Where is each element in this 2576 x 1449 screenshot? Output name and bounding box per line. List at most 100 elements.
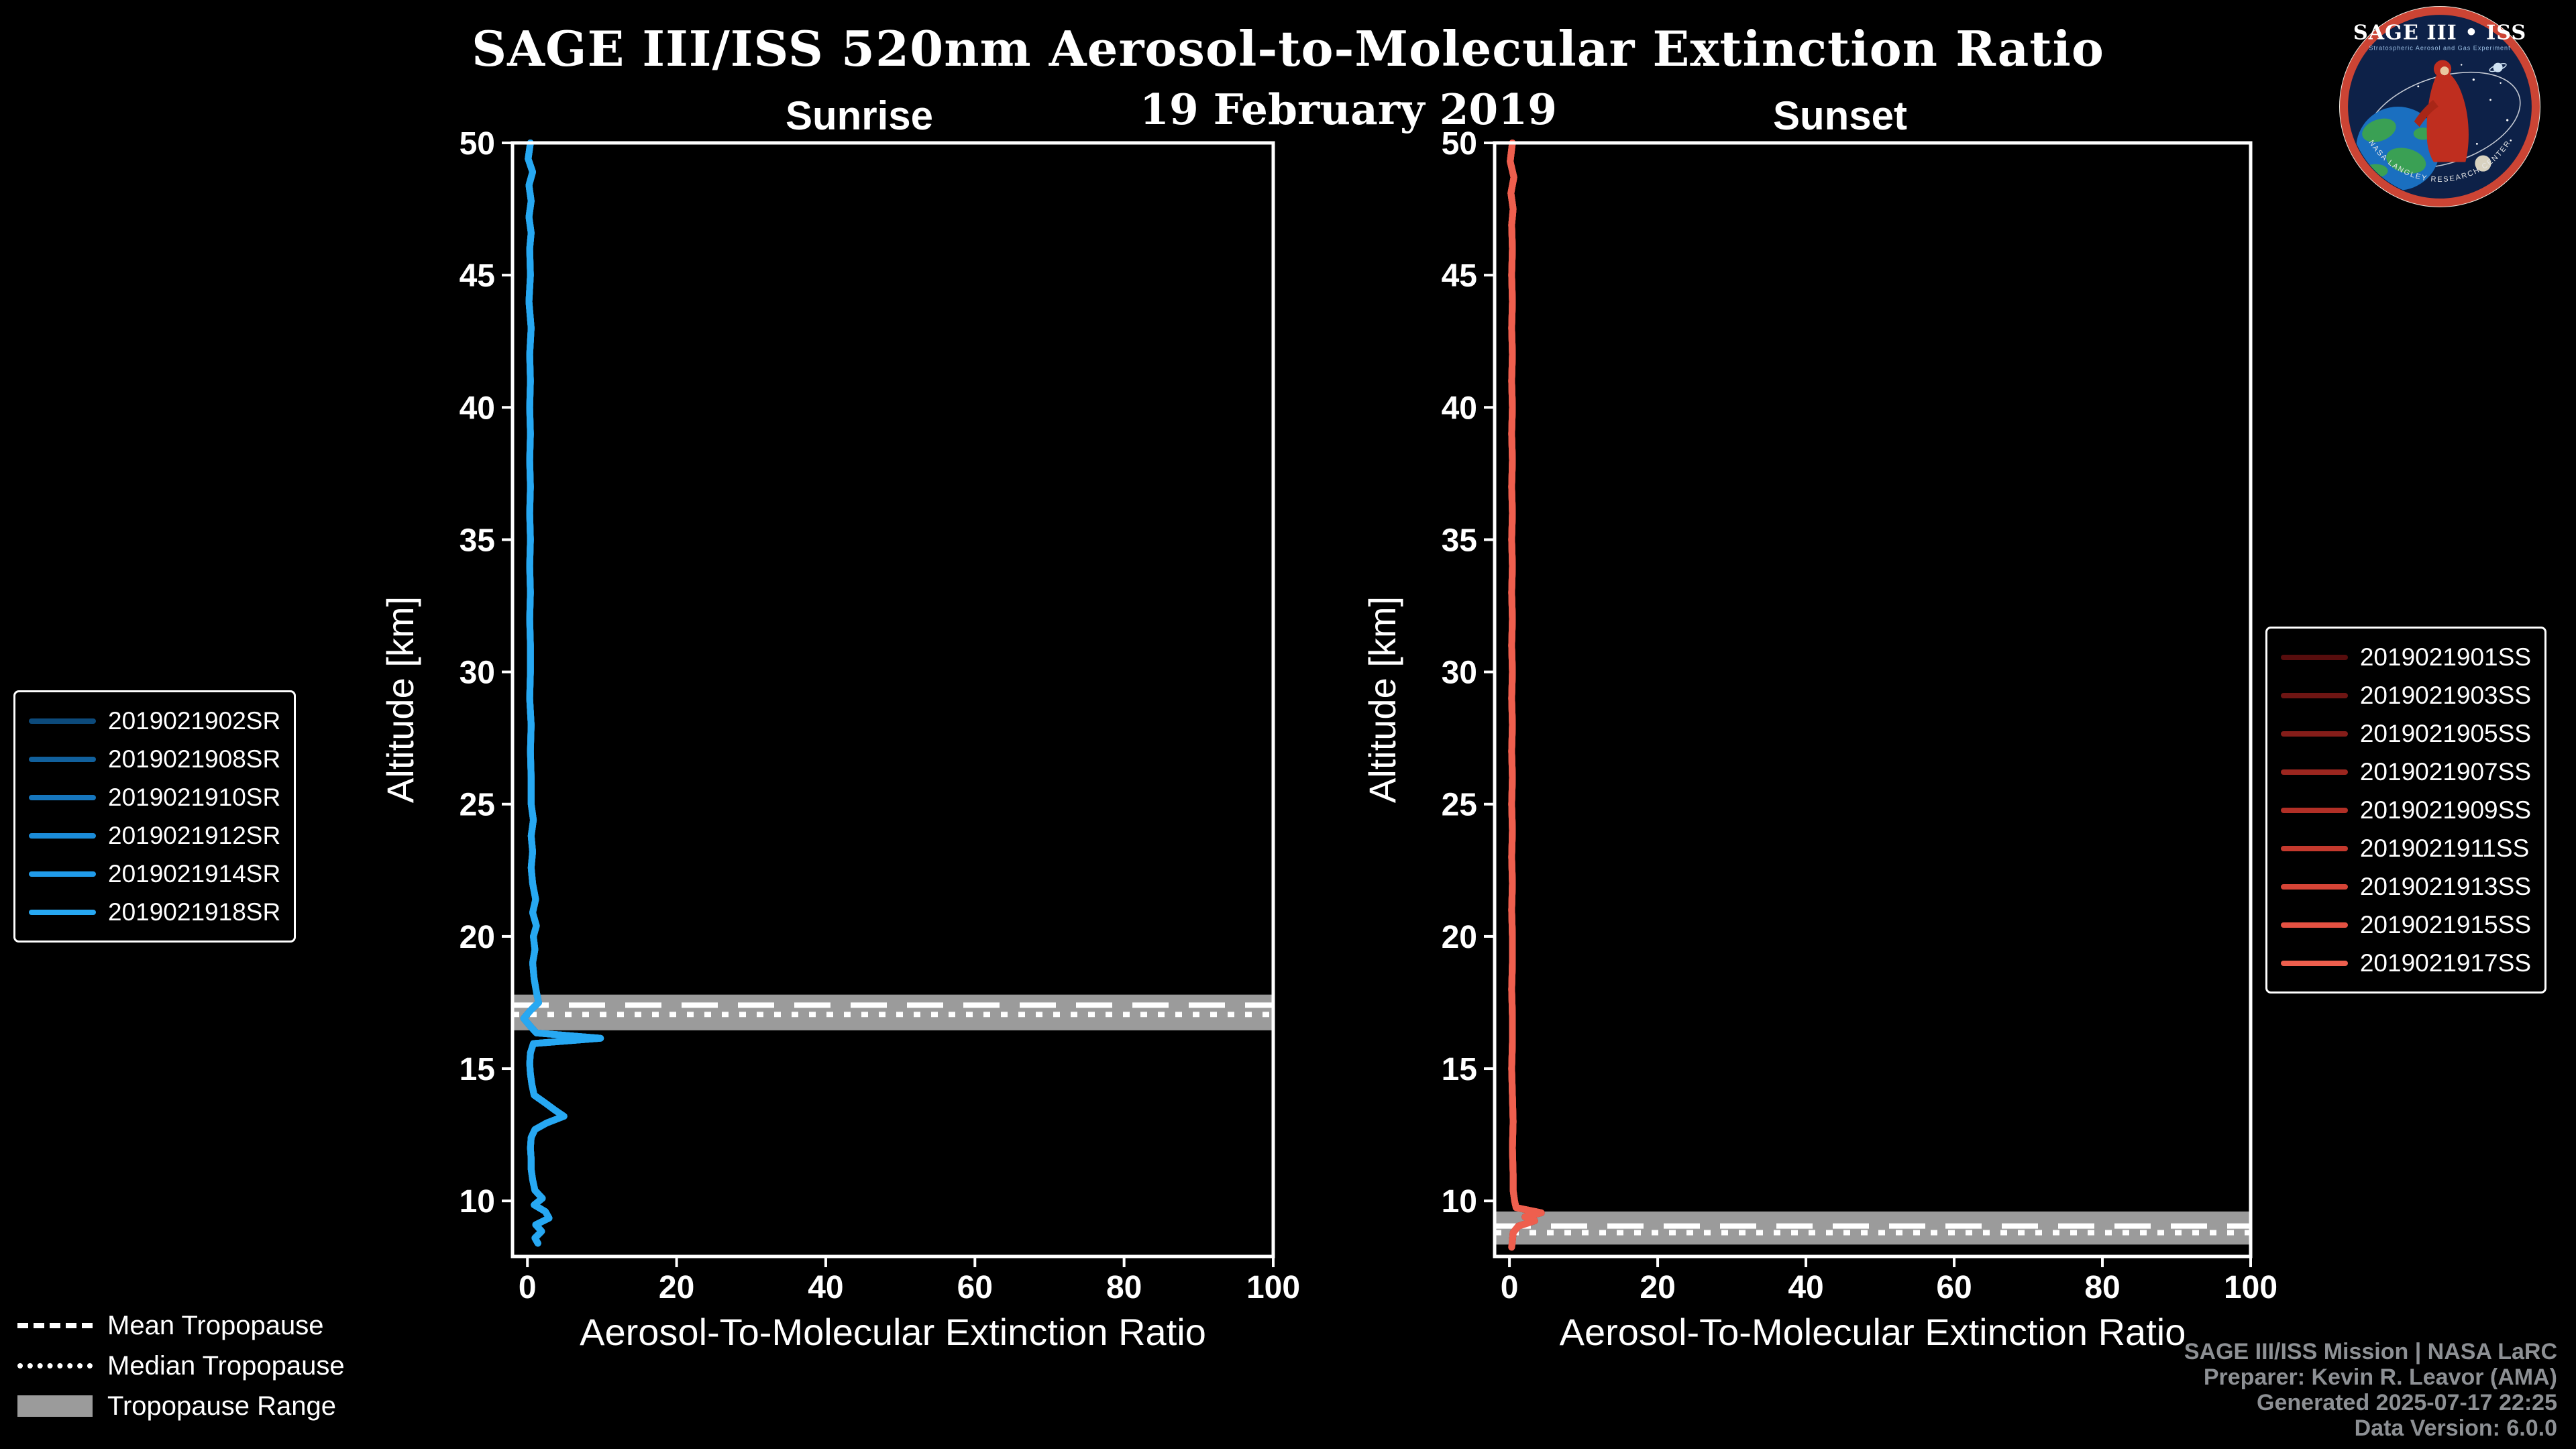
page-title: SAGE III/ISS 520nm Aerosol-to-Molecular … [472, 20, 2104, 77]
legend-line-swatch [2280, 654, 2348, 660]
y-tick-label: 50 [1442, 126, 1477, 162]
profile-line-2019021918SR [520, 140, 604, 1247]
x-tick-label: 20 [1640, 1270, 1675, 1305]
legend-item: 2019021918SR [29, 893, 280, 931]
legend-label: 2019021917SS [2359, 949, 2531, 977]
profile-line-2019021912SR [520, 140, 604, 1247]
saturn-icon [2489, 62, 2507, 72]
y-tick-label: 40 [1442, 390, 1477, 426]
logo-title-text: SAGE III • ISS [2353, 21, 2526, 44]
legend-item: 2019021910SR [29, 778, 280, 816]
logo-art [2356, 60, 2521, 191]
y-tick-label: 10 [1442, 1184, 1477, 1220]
median-tropopause-label: Median Tropopause [107, 1350, 345, 1381]
moon-icon [2475, 155, 2491, 172]
profile-line-2019021917SS [1507, 140, 1545, 1251]
legend-item: 2019021909SS [2280, 791, 2531, 829]
legend-line-swatch [2280, 922, 2348, 928]
legend-label: 2019021901SS [2359, 643, 2531, 671]
y-tick-label: 25 [1442, 788, 1477, 823]
sunrise-panel-title: Sunrise [785, 93, 934, 138]
legend-line-swatch [2280, 807, 2348, 813]
legend-line-swatch [2280, 845, 2348, 851]
y-tick-label: 35 [1442, 523, 1477, 558]
x-axis-label: Aerosol-To-Molecular Extinction Ratio [1560, 1311, 2186, 1353]
sunrise-legend: 2019021902SR 2019021908SR 2019021910SR 2019… [13, 690, 297, 943]
profile-line-2019021914SR [520, 140, 604, 1247]
legend-item: 2019021903SS [2280, 676, 2531, 714]
legend-line-swatch [29, 909, 96, 915]
legend-item: 2019021908SR [29, 740, 280, 778]
median-tropopause-legend-item: Median Tropopause [17, 1346, 345, 1386]
sunset-panel-title: Sunset [1772, 93, 1908, 138]
y-tick-label: 25 [460, 788, 495, 823]
y-tick-label: 35 [460, 523, 495, 558]
legend-item: 2019021915SS [2280, 906, 2531, 944]
y-axis-label: Altitude [km] [379, 596, 421, 803]
legend-line-swatch [2280, 731, 2348, 737]
y-tick-label: 20 [460, 920, 495, 955]
credit-preparer: Preparer: Kevin R. Leavor (AMA) [2203, 1364, 2557, 1390]
legend-label: 2019021918SR [108, 898, 281, 926]
y-axis-label: Altitude [km] [1361, 596, 1403, 803]
y-tick-label: 40 [460, 390, 495, 426]
tropopause-legend: Mean Tropopause Median Tropopause Tropop… [17, 1305, 345, 1426]
logo-subtitle-text: Stratospheric Aerosol and Gas Experiment [2369, 44, 2510, 51]
credit-version: Data Version: 6.0.0 [2354, 1415, 2557, 1441]
legend-label: 2019021913SS [2359, 872, 2531, 900]
stars [2417, 64, 2512, 145]
dotted-line-swatch [17, 1363, 93, 1368]
dashed-line-swatch [17, 1323, 93, 1328]
x-tick-label: 40 [808, 1270, 843, 1305]
page-date: 19 February 2019 [1140, 85, 1557, 134]
x-tick-label: 0 [519, 1270, 537, 1305]
credits: SAGE III/ISS Mission | NASA LaRC Prepare… [2184, 1339, 2557, 1441]
legend-label: 2019021903SS [2359, 681, 2531, 709]
y-tick-label: 50 [460, 126, 495, 162]
y-tick-label: 15 [1442, 1052, 1477, 1087]
mean-tropopause-legend-item: Mean Tropopause [17, 1305, 345, 1346]
legend-item: 2019021905SS [2280, 714, 2531, 753]
x-tick-label: 100 [2224, 1270, 2277, 1305]
plot-border [511, 141, 1275, 1258]
legend-line-swatch [29, 833, 96, 839]
y-tick-label: 20 [1442, 920, 1477, 955]
legend-line-swatch [2280, 883, 2348, 890]
x-tick-label: 0 [1501, 1270, 1519, 1305]
gray-band-swatch [17, 1395, 93, 1417]
profile-line-2019021910SR [520, 140, 604, 1247]
y-tick-label: 45 [1442, 258, 1477, 294]
legend-label: 2019021908SR [108, 745, 281, 773]
legend-item: 2019021913SS [2280, 867, 2531, 906]
legend-line-swatch [29, 756, 96, 762]
tropopause-range-legend-item: Tropopause Range [17, 1386, 345, 1426]
legend-item: 2019021917SS [2280, 944, 2531, 982]
x-tick-label: 80 [2084, 1270, 2120, 1305]
y-tick-label: 45 [460, 258, 495, 294]
sunset-legend: 2019021901SS 2019021903SS 2019021905SS 2019… [2265, 627, 2546, 994]
x-tick-label: 60 [1936, 1270, 1972, 1305]
tropopause-range-label: Tropopause Range [107, 1391, 336, 1421]
x-tick-label: 40 [1788, 1270, 1823, 1305]
legend-item: 2019021902SR [29, 702, 280, 740]
y-tick-label: 30 [1442, 655, 1477, 691]
legend-label: 2019021914SR [108, 859, 281, 888]
legend-label: 2019021912SR [108, 821, 281, 849]
x-tick-label: 100 [1246, 1270, 1300, 1305]
legend-label: 2019021907SS [2359, 757, 2531, 786]
credit-mission: SAGE III/ISS Mission | NASA LaRC [2184, 1339, 2557, 1364]
legend-item: 2019021912SR [29, 816, 280, 855]
mean-tropopause-label: Mean Tropopause [107, 1310, 324, 1340]
plot-border [1493, 141, 2253, 1258]
x-tick-label: 60 [957, 1270, 993, 1305]
legend-item: 2019021907SS [2280, 753, 2531, 791]
credit-generated: Generated 2025-07-17 22:25 [2257, 1390, 2557, 1415]
legend-item: 2019021901SS [2280, 638, 2531, 676]
profile-line-2019021902SR [520, 140, 604, 1247]
legend-label: 2019021905SS [2359, 719, 2531, 747]
legend-line-swatch [29, 794, 96, 800]
legend-label: 2019021915SS [2359, 910, 2531, 938]
legend-label: 2019021909SS [2359, 796, 2531, 824]
